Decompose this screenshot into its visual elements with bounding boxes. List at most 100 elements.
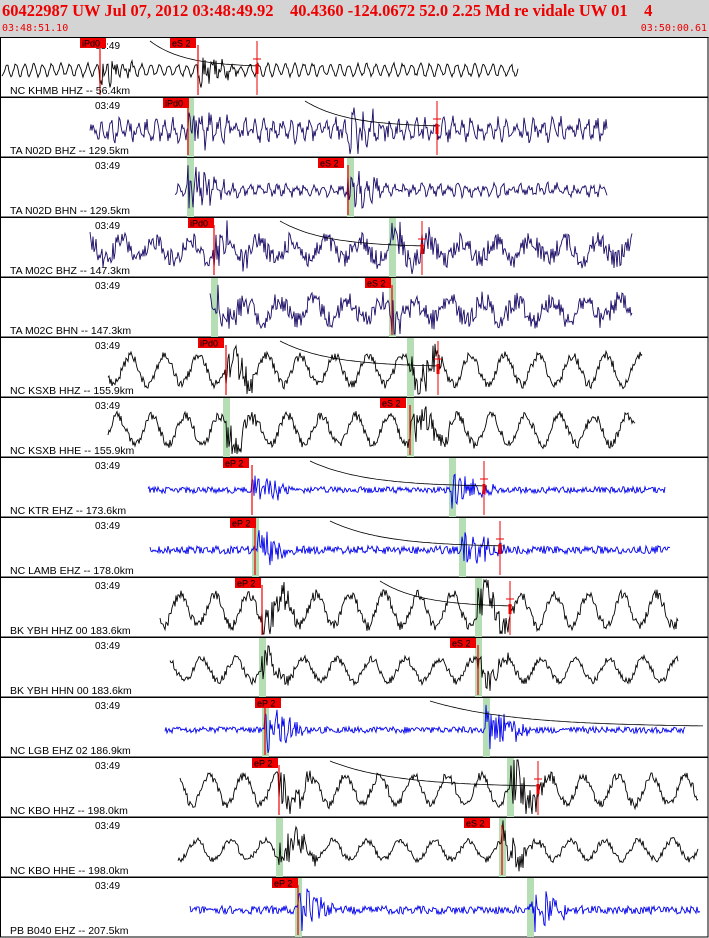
pick-label-box[interactable]	[188, 218, 214, 228]
waveform	[177, 820, 699, 872]
coda-curve	[329, 520, 504, 547]
panel-time-label: 03:49	[95, 521, 120, 532]
pick-label: iPd0	[200, 339, 218, 349]
panel-time-label: 03:49	[95, 41, 120, 52]
panel-time-label: 03:49	[95, 281, 120, 292]
pick-label: eP 2	[274, 879, 292, 889]
window-end-time: 03:50:00.61	[640, 23, 707, 34]
waveform	[149, 530, 671, 566]
pick-label: eS 2	[367, 279, 386, 289]
coda-curve	[279, 220, 425, 247]
waveform	[89, 107, 608, 155]
waveform	[1, 57, 519, 88]
panel-time-label: 03:49	[95, 101, 120, 112]
trace-panel[interactable]: 03:49 eP 2 NC LGB EHZ 02 186.9km	[0, 697, 709, 758]
channel-label: BK YBH HHN 00 183.6km	[10, 685, 132, 697]
pick-label-box[interactable]	[450, 638, 476, 648]
coda-tick-marker	[420, 244, 424, 254]
pick-label: eP 2	[225, 459, 243, 469]
trace-panel[interactable]: 03:49 eP 2 NC KTR EHZ -- 173.6km	[0, 457, 709, 518]
channel-label: NC KBO HHE -- 198.0km	[10, 865, 129, 877]
waveform	[189, 888, 701, 933]
pick-band	[449, 458, 456, 517]
channel-label: TA N02D BHZ -- 129.5km	[10, 145, 129, 157]
panel-time-label: 03:49	[95, 461, 120, 472]
channel-label: NC LGB EHZ 02 186.9km	[10, 745, 131, 757]
panel-time-label: 03:49	[95, 821, 120, 832]
panel-time-label: 03:49	[95, 761, 120, 772]
pick-label: eP 2	[254, 759, 272, 769]
pick-label: iPd0	[165, 99, 183, 109]
pick-band	[407, 338, 414, 397]
pick-label-box[interactable]	[252, 758, 278, 768]
channel-label: TA N02D BHN -- 129.5km	[10, 205, 130, 217]
waveform	[89, 220, 633, 275]
trace-panel[interactable]: 03:49 eP 2 BK YBH HHZ 00 183.6km	[0, 577, 709, 638]
pick-band	[187, 158, 194, 217]
panel-time-label: 03:49	[95, 401, 120, 412]
coda-curve	[429, 700, 703, 727]
coda-tick-marker	[498, 544, 502, 554]
waveform	[147, 473, 666, 509]
coda-tick-marker	[536, 784, 540, 794]
pick-band	[211, 278, 218, 337]
pick-band	[527, 878, 534, 937]
coda-curve	[149, 40, 259, 67]
channel-label: PB B040 EHZ -- 207.5km	[10, 925, 129, 937]
channel-label: NC KTR EHZ -- 173.6km	[10, 505, 126, 517]
pick-label-box[interactable]	[365, 278, 391, 288]
coda-curve	[279, 340, 439, 367]
pick-label-box[interactable]	[80, 38, 106, 48]
trace-panel[interactable]: 03:49 eS 2 TA M02C BHN -- 147.3km	[0, 277, 709, 338]
channel-label: NC KSXB HHE -- 155.9km	[10, 445, 135, 457]
pick-label-box[interactable]	[223, 458, 249, 468]
pick-label: eP 2	[232, 519, 250, 529]
trace-panel[interactable]: 03:49 iPd0 NC KSXB HHZ -- 155.9km	[0, 337, 709, 398]
pick-label-box[interactable]	[255, 698, 281, 708]
channel-label: NC KHMB HHZ -- 56.4km	[10, 85, 130, 97]
panel-time-label: 03:49	[95, 641, 120, 652]
coda-curve	[309, 460, 487, 487]
pick-label: eS 2	[382, 399, 401, 409]
panel-time-label: 03:49	[95, 581, 120, 592]
coda-tick-marker	[435, 124, 439, 134]
trace-panel[interactable]: 03:49 eP 2 NC KBO HHZ -- 198.0km	[0, 757, 709, 818]
channel-label: NC KBO HHZ -- 198.0km	[10, 805, 128, 817]
panel-frame	[0, 877, 709, 938]
pick-label: eP 2	[257, 699, 275, 709]
pick-band	[459, 518, 466, 577]
pick-label-box[interactable]	[163, 98, 189, 108]
trace-panel[interactable]: 03:49 eS 2 NC KSXB HHE -- 155.9km	[0, 397, 709, 458]
pick-label-box[interactable]	[230, 518, 256, 528]
coda-curve	[304, 100, 440, 127]
channel-label: NC KSXB HHZ -- 155.9km	[10, 385, 134, 397]
panel-time-label: 03:49	[95, 221, 120, 232]
trace-panel[interactable]: 03:49 iPd0 TA N02D BHZ -- 129.5km	[0, 97, 709, 158]
pick-label: eS 2	[172, 39, 191, 49]
pick-label: eP 2	[237, 579, 255, 589]
pick-label: iPd0	[82, 39, 100, 49]
event-header: 60422987 UW Jul 07, 2012 03:48:49.92 40.…	[0, 0, 709, 38]
pick-label-box[interactable]	[235, 578, 261, 588]
pick-band	[389, 218, 396, 277]
coda-tick-marker	[255, 64, 259, 74]
pick-label: eS 2	[452, 639, 471, 649]
waveform	[179, 759, 699, 815]
pick-label-box[interactable]	[170, 38, 196, 48]
event-title: 60422987 UW Jul 07, 2012 03:48:49.92 40.…	[2, 1, 653, 20]
pick-label-box[interactable]	[272, 878, 298, 888]
trace-panel[interactable]: 03:49 eS 2 BK YBH HHN 00 183.6km	[0, 637, 709, 698]
pick-label-box[interactable]	[318, 158, 344, 168]
waveform	[209, 284, 633, 335]
trace-panel[interactable]: 03:49 eP 2 NC LAMB EHZ -- 178.0km	[0, 517, 709, 578]
pick-label-box[interactable]	[464, 818, 490, 828]
trace-panel[interactable]: 03:49 iPd0 TA M02C BHZ -- 147.3km	[0, 217, 709, 278]
trace-panel[interactable]: 03:49 eS 2 TA N02D BHN -- 129.5km	[0, 157, 709, 218]
trace-panel[interactable]: 03:49 eS 2 NC KBO HHE -- 198.0km	[0, 817, 709, 878]
pick-label-box[interactable]	[198, 338, 224, 348]
trace-panel[interactable]: 03:49 eP 2 PB B040 EHZ -- 207.5km	[0, 877, 709, 938]
coda-tick-marker	[508, 604, 512, 614]
pick-label-box[interactable]	[380, 398, 406, 408]
